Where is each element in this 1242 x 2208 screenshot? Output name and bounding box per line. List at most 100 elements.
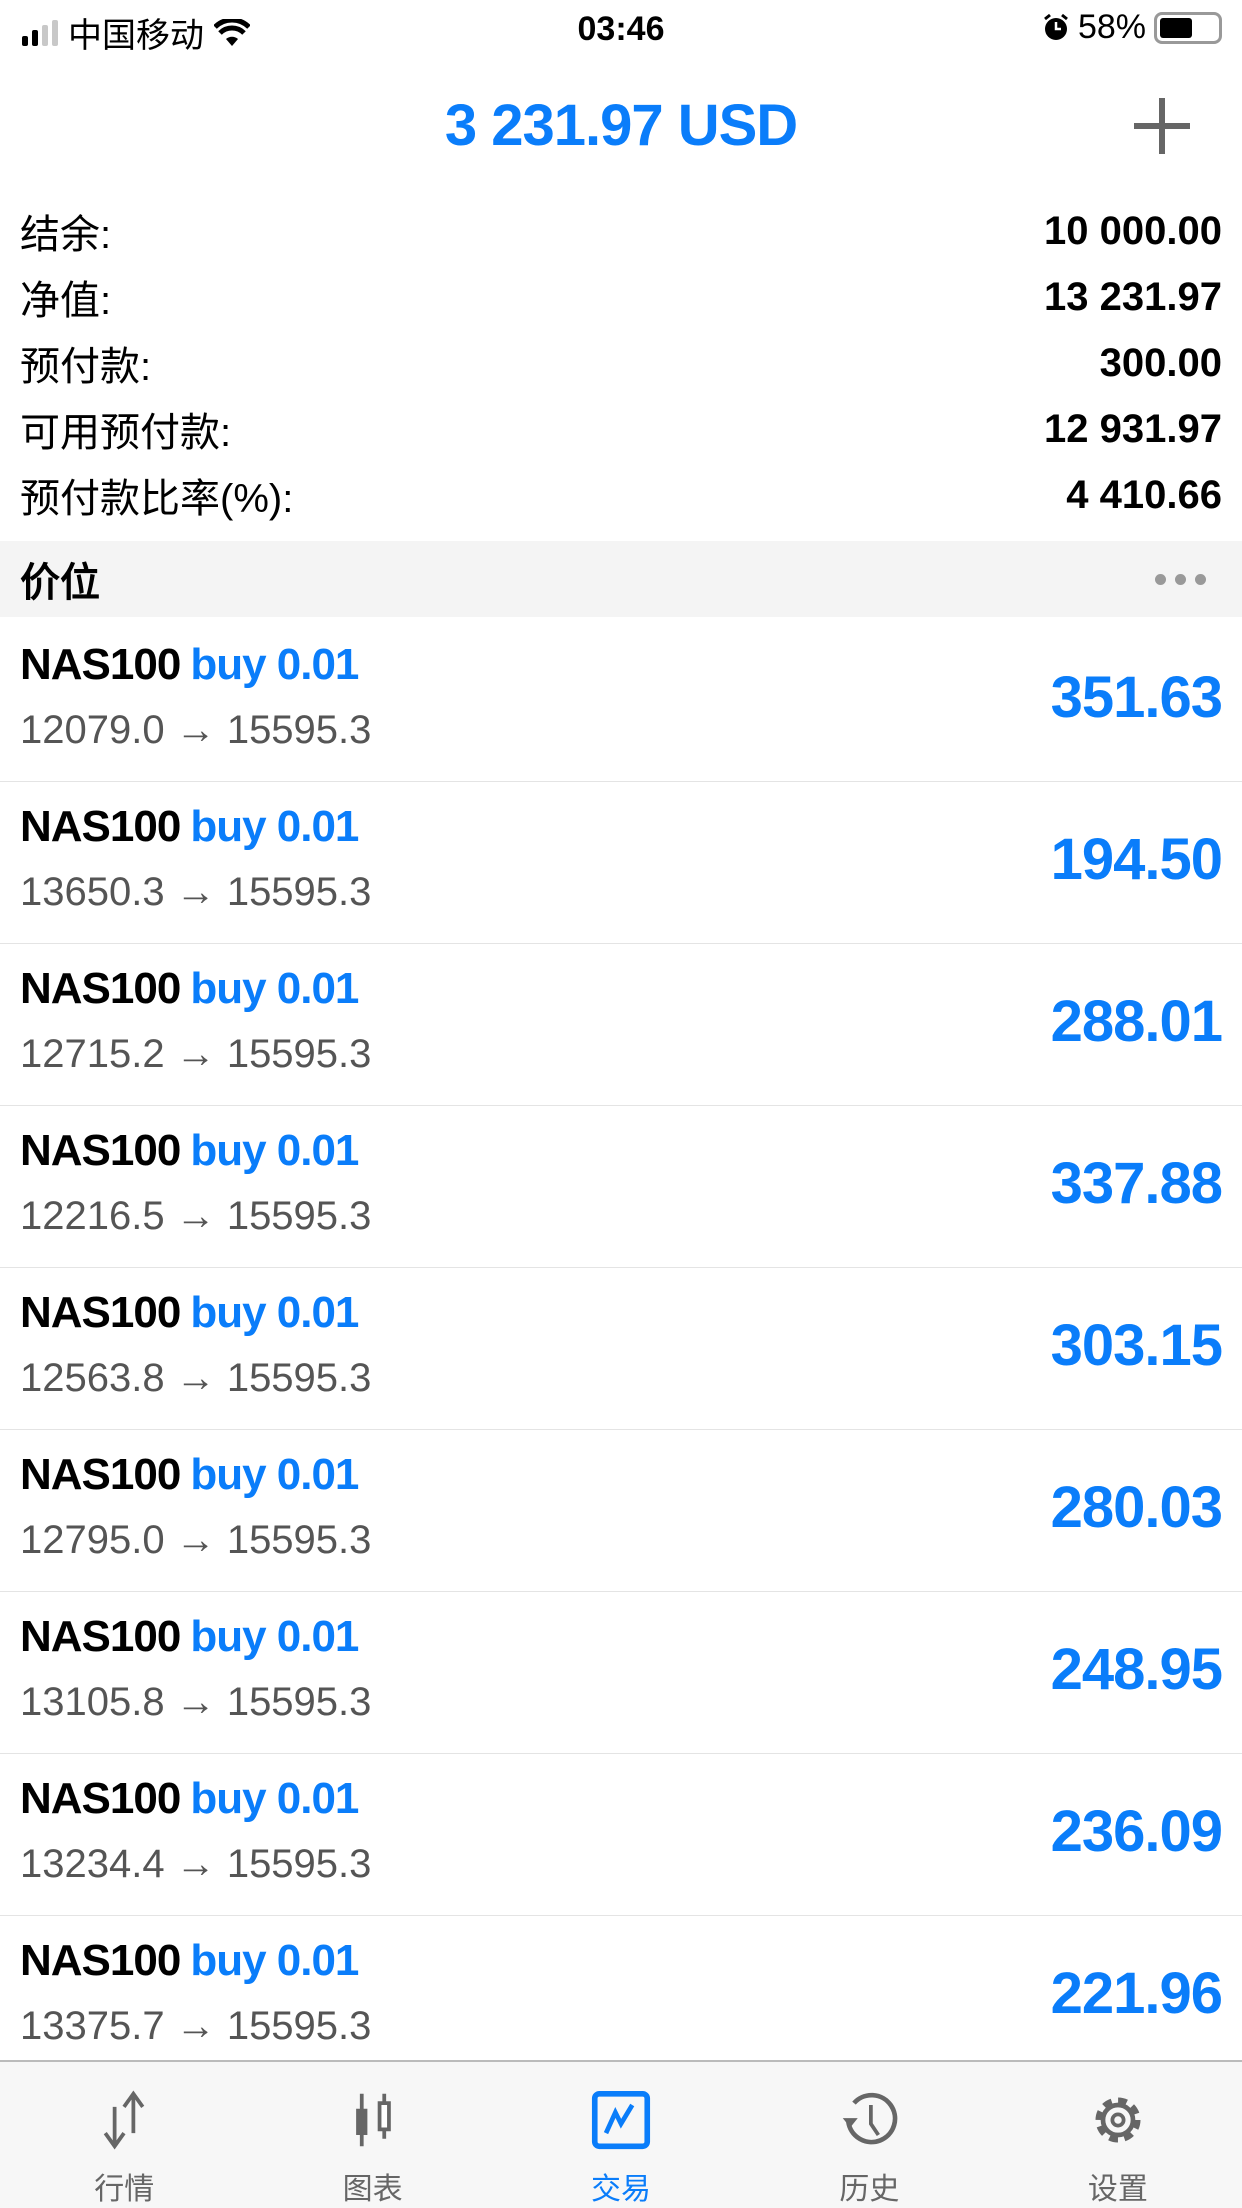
position-prices: 13650.3 → 15595.3 — [20, 870, 372, 914]
position-row[interactable]: NAS100 buy 0.01 13105.8 → 15595.3 248.95 — [0, 1592, 1242, 1754]
tab-label: 行情 — [94, 2173, 155, 2206]
position-prices: 13105.8 → 15595.3 — [20, 1680, 372, 1724]
quotes-arrows-icon — [103, 2090, 145, 2150]
wifi-icon — [214, 18, 250, 46]
position-row[interactable]: NAS100 buy 0.01 12795.0 → 15595.3 280.03 — [0, 1430, 1242, 1592]
position-profit: 337.88 — [1050, 1151, 1223, 1216]
carrier: 中国移动 — [22, 8, 250, 57]
position-title: NAS100 buy 0.01 — [20, 1774, 359, 1824]
position-symbol: NAS100 — [20, 640, 181, 689]
header: 3 231.97 USD — [0, 88, 1242, 168]
summary-label: 预付款: — [20, 345, 152, 389]
position-title: NAS100 buy 0.01 — [20, 1126, 359, 1176]
position-prices: 13234.4 → 15595.3 — [20, 1842, 372, 1886]
gear-icon — [1095, 2097, 1141, 2143]
position-profit: 280.03 — [1050, 1475, 1223, 1540]
battery-percent: 58% — [1077, 8, 1146, 46]
summary-value: 4 410.66 — [1066, 472, 1222, 517]
position-prices: 12216.5 → 15595.3 — [20, 1194, 372, 1238]
position-symbol: NAS100 — [20, 1774, 181, 1823]
tab-charts[interactable]: 图表 — [248, 2062, 496, 2208]
tab-quotes[interactable]: 行情 — [0, 2062, 248, 2208]
position-row[interactable]: NAS100 buy 0.01 12563.8 → 15595.3 303.15 — [0, 1268, 1242, 1430]
position-symbol: NAS100 — [20, 1288, 181, 1337]
summary-value: 10 000.00 — [1044, 208, 1222, 253]
position-prices: 12715.2 → 15595.3 — [20, 1032, 372, 1076]
position-row[interactable]: NAS100 buy 0.01 12216.5 → 15595.3 337.88 — [0, 1106, 1242, 1268]
summary-label: 可用预付款: — [20, 411, 232, 455]
candlestick-icon — [355, 2093, 391, 2147]
status-bar: 中国移动 03:46 58% — [0, 0, 1242, 62]
tab-label: 图表 — [342, 2173, 403, 2206]
position-side-volume: buy 0.01 — [190, 1288, 359, 1337]
position-symbol: NAS100 — [20, 1450, 181, 1499]
carrier-name: 中国移动 — [68, 17, 204, 55]
summary-label: 净值: — [20, 279, 112, 323]
position-row[interactable]: NAS100 buy 0.01 12079.0 → 15595.3 351.63 — [0, 620, 1242, 782]
position-symbol: NAS100 — [20, 1936, 181, 1985]
position-prices: 12795.0 → 15595.3 — [20, 1518, 372, 1562]
summary-value: 300.00 — [1099, 340, 1222, 385]
position-profit: 221.96 — [1050, 1961, 1223, 2026]
position-row[interactable]: NAS100 buy 0.01 12715.2 → 15595.3 288.01 — [0, 944, 1242, 1106]
summary-row-free-margin: 可用预付款: 12 931.97 — [0, 396, 1242, 462]
positions-list: NAS100 buy 0.01 12079.0 → 15595.3 351.63 N… — [0, 620, 1242, 2078]
tab-bar: 行情 图表 交易 历史 设置 — [0, 2060, 1242, 2208]
position-title: NAS100 buy 0.01 — [20, 964, 359, 1014]
section-title: 价位 — [20, 561, 100, 605]
positions-section-header: 价位 — [0, 541, 1242, 617]
position-profit: 351.63 — [1050, 665, 1223, 730]
trade-chart-icon — [591, 2090, 651, 2150]
clock: 03:46 — [577, 10, 665, 48]
position-profit: 194.50 — [1050, 827, 1223, 892]
position-row[interactable]: NAS100 buy 0.01 13650.3 → 15595.3 194.50 — [0, 782, 1242, 944]
position-side-volume: buy 0.01 — [190, 802, 359, 851]
summary-row-margin: 预付款: 300.00 — [0, 330, 1242, 396]
position-side-volume: buy 0.01 — [190, 1936, 359, 1985]
summary-value: 13 231.97 — [1044, 274, 1222, 319]
tab-trade[interactable]: 交易 — [497, 2062, 745, 2208]
position-symbol: NAS100 — [20, 964, 181, 1013]
history-icon — [843, 2092, 898, 2145]
position-profit: 288.01 — [1050, 989, 1223, 1054]
position-symbol: NAS100 — [20, 1126, 181, 1175]
tab-label: 交易 — [591, 2173, 652, 2206]
tab-label: 历史 — [839, 2173, 900, 2206]
position-prices: 13375.7 → 15595.3 — [20, 2004, 372, 2048]
summary-row-balance: 结余: 10 000.00 — [0, 198, 1242, 264]
tab-label: 设置 — [1087, 2173, 1148, 2206]
more-dots-icon[interactable] — [1155, 573, 1206, 585]
position-profit: 236.09 — [1050, 1799, 1223, 1864]
alarm-icon — [1044, 13, 1068, 40]
position-symbol: NAS100 — [20, 802, 181, 851]
position-side-volume: buy 0.01 — [190, 1450, 359, 1499]
position-prices: 12079.0 → 15595.3 — [20, 708, 372, 752]
position-title: NAS100 buy 0.01 — [20, 1288, 359, 1338]
position-title: NAS100 buy 0.01 — [20, 640, 359, 690]
position-profit: 303.15 — [1050, 1313, 1223, 1378]
position-side-volume: buy 0.01 — [190, 1774, 359, 1823]
position-row[interactable]: NAS100 buy 0.01 13234.4 → 15595.3 236.09 — [0, 1754, 1242, 1916]
summary-value: 12 931.97 — [1044, 406, 1222, 451]
position-title: NAS100 buy 0.01 — [20, 1936, 359, 1986]
position-row[interactable]: NAS100 buy 0.01 13375.7 → 15595.3 221.96 — [0, 1916, 1242, 2078]
position-title: NAS100 buy 0.01 — [20, 1612, 359, 1662]
page-title: 3 231.97 USD — [444, 93, 798, 158]
position-title: NAS100 buy 0.01 — [20, 802, 359, 852]
summary-label: 预付款比率(%): — [20, 477, 294, 521]
position-side-volume: buy 0.01 — [190, 964, 359, 1013]
signal-icon — [22, 19, 58, 46]
tab-settings[interactable]: 设置 — [994, 2062, 1242, 2208]
position-profit: 248.95 — [1050, 1637, 1223, 1702]
position-side-volume: buy 0.01 — [190, 1126, 359, 1175]
summary-label: 结余: — [20, 213, 112, 257]
account-summary: 结余: 10 000.00 净值: 13 231.97 预付款: 300.00 可用预… — [0, 198, 1242, 528]
tab-history[interactable]: 历史 — [745, 2062, 993, 2208]
position-side-volume: buy 0.01 — [190, 640, 359, 689]
position-title: NAS100 buy 0.01 — [20, 1450, 359, 1500]
position-side-volume: buy 0.01 — [190, 1612, 359, 1661]
summary-row-equity: 净值: 13 231.97 — [0, 264, 1242, 330]
plus-icon[interactable] — [1134, 98, 1190, 154]
battery-icon — [1154, 11, 1222, 44]
summary-row-margin-level: 预付款比率(%): 4 410.66 — [0, 462, 1242, 528]
